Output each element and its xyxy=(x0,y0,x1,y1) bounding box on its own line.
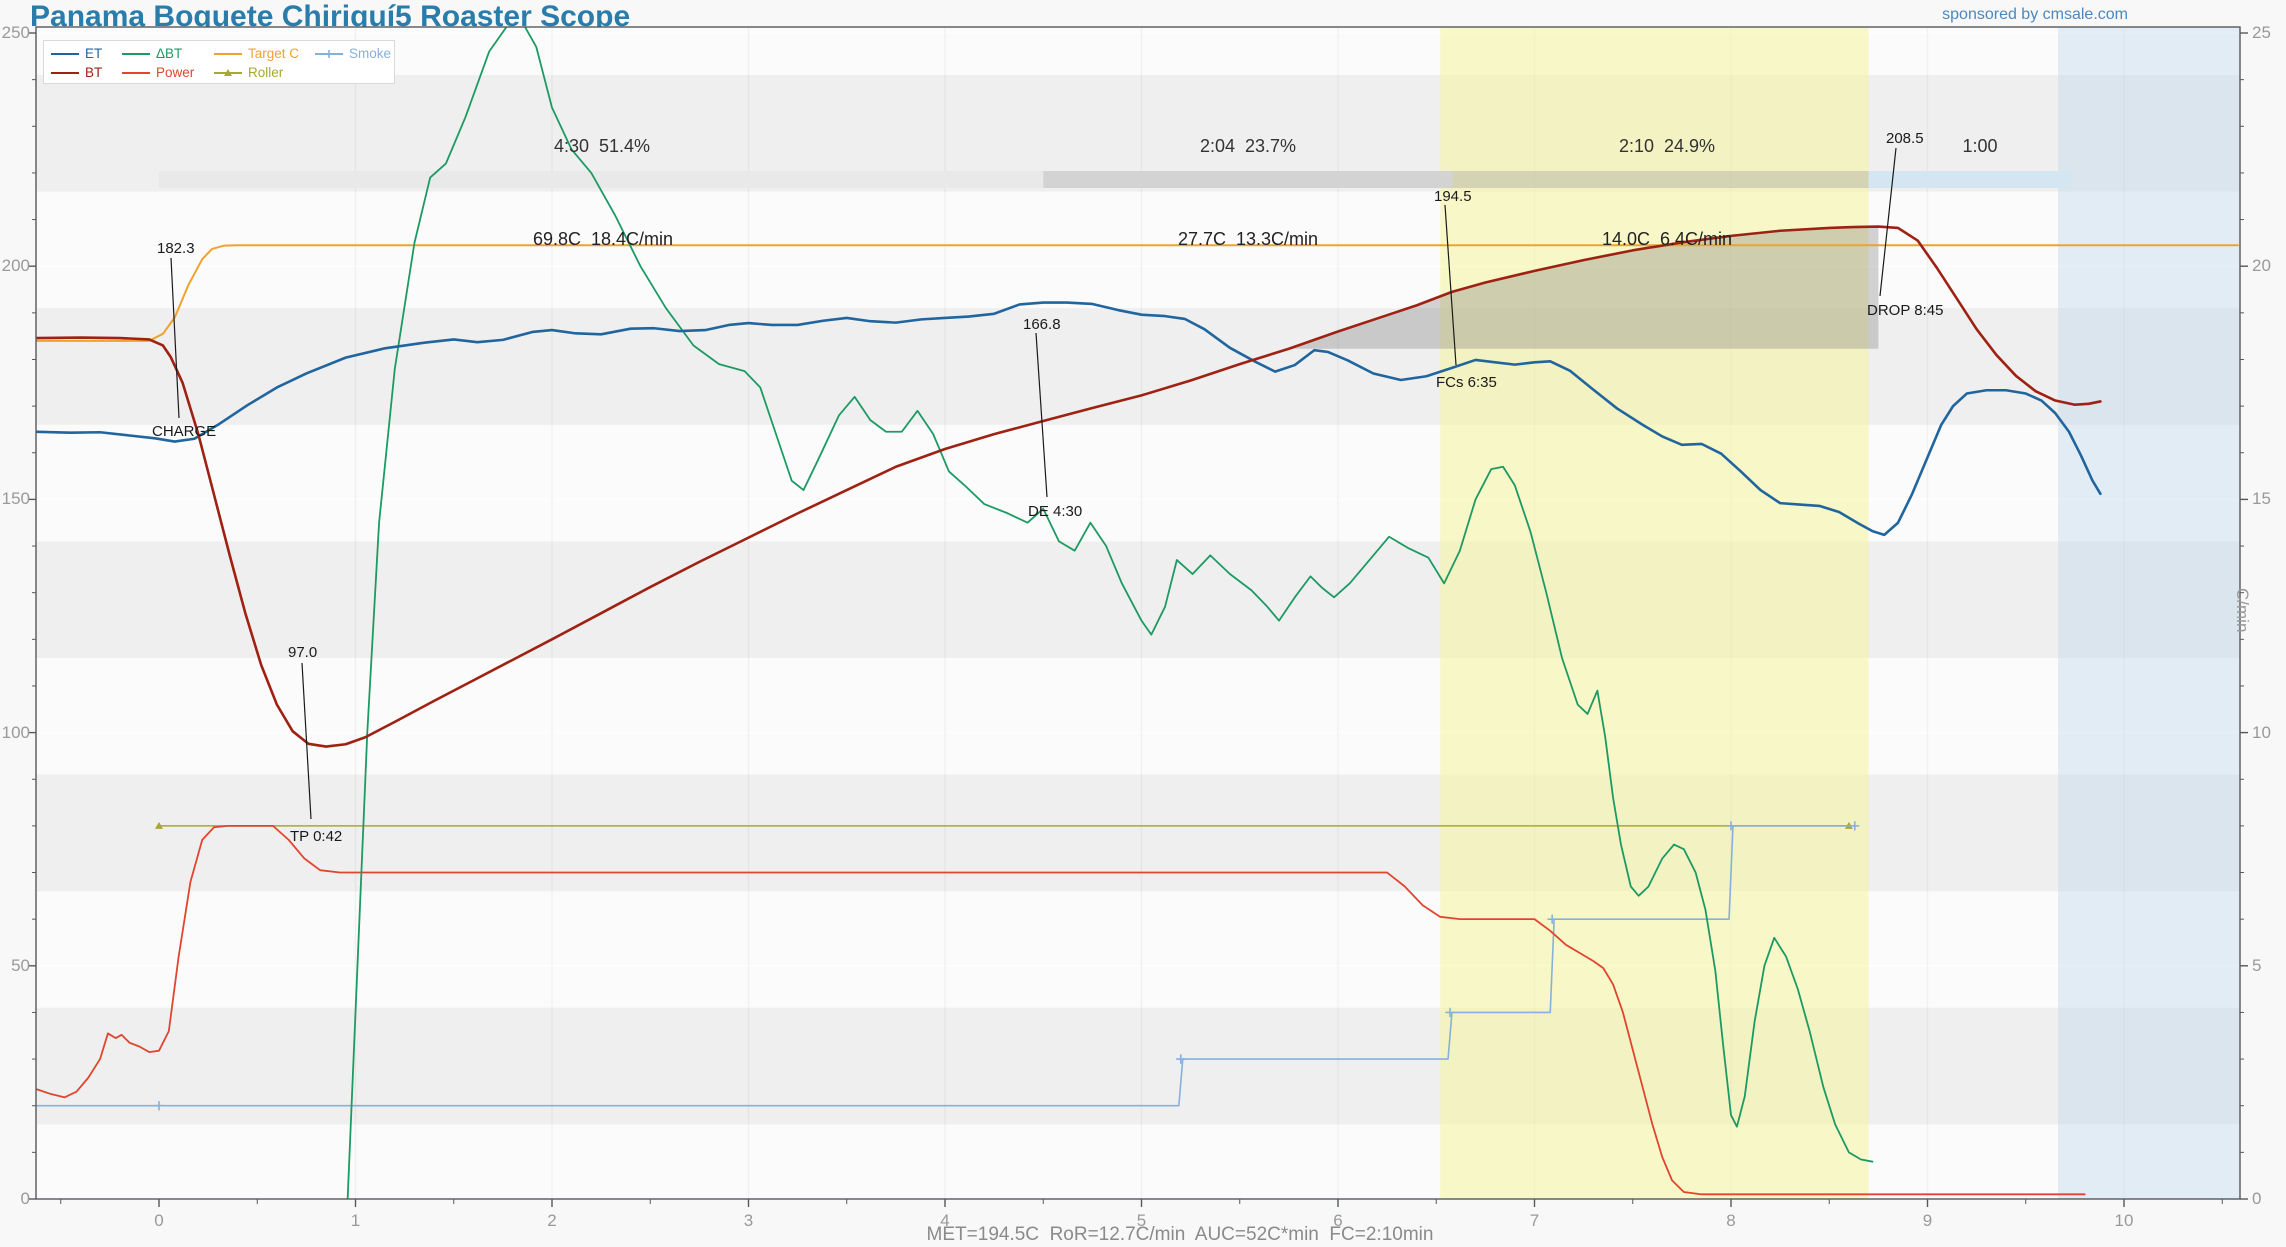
legend-swatch-icon xyxy=(51,52,79,55)
background-stripe xyxy=(36,774,2240,892)
auc-shaded-region xyxy=(1288,226,1879,349)
x-axis-tick-label: 0 xyxy=(154,1211,164,1230)
maillard-phase xyxy=(1043,171,1453,188)
annotation-leader-line xyxy=(170,257,180,419)
roller-event-marker xyxy=(155,821,163,829)
first-crack-to-drop-band xyxy=(1440,27,1869,1199)
phase-time-percent-label: 2:10 24.9% xyxy=(1618,136,1716,156)
legend-swatch-icon xyxy=(51,71,79,74)
phase-time-percent-label: 2:04 23.7% xyxy=(1199,136,1297,156)
legend-label: ΔBT xyxy=(156,46,183,61)
x-axis-tick-label: 6 xyxy=(1333,1211,1343,1230)
legend-label: BT xyxy=(85,65,103,80)
right-axis-unit-label: C/min xyxy=(2233,588,2252,633)
legend-row: ET ΔBT Target C Smoke xyxy=(44,44,394,63)
legend: ET ΔBT Target C Smoke BT Power Roller xyxy=(43,40,395,84)
annotation-leader-line xyxy=(301,662,312,820)
legend-swatch-icon xyxy=(214,68,242,76)
series-power-curve xyxy=(36,824,2086,1196)
legend-row: BT Power Roller xyxy=(44,63,394,82)
x-axis-tick-label: 8 xyxy=(1726,1211,1736,1230)
right-axis-tick-label: 25 xyxy=(2252,23,2271,42)
annotation-leader-line xyxy=(1879,147,1897,297)
background-stripe xyxy=(36,541,2240,658)
legend-swatch-icon xyxy=(214,52,242,55)
legend-label: Roller xyxy=(248,65,284,80)
x-axis-tick-label: 3 xyxy=(743,1211,754,1230)
x-axis-tick-label: 7 xyxy=(1529,1211,1540,1230)
phase-delta-ror-label: 27.7C 13.3C/min xyxy=(1177,229,1319,249)
x-axis-tick-label: 1 xyxy=(350,1211,361,1230)
legend-item-roller: Roller xyxy=(213,63,283,82)
series-bt-curve xyxy=(346,27,1874,1199)
cooling-band xyxy=(2057,27,2240,1199)
phase-time-percent-label: 4:30 51.4% xyxy=(553,136,651,156)
legend-label: Power xyxy=(156,65,195,80)
x-axis-tick-label: 10 xyxy=(2114,1211,2134,1230)
left-axis-tick-label: 200 xyxy=(1,256,30,276)
x-axis-tick-label: 9 xyxy=(1922,1211,1933,1230)
sponsor-link[interactable]: sponsored by cmsale.com xyxy=(1942,6,2128,23)
legend-item-et: ET xyxy=(50,44,102,63)
x-axis-tick-label: 4 xyxy=(940,1211,950,1230)
phase-delta-ror-label: 69.8C 18.4C/min xyxy=(532,229,674,249)
annotation-leader-line xyxy=(1444,204,1457,366)
series-bt-curve xyxy=(36,225,2102,748)
cooling-phase xyxy=(1868,171,2071,188)
legend-swatch-icon xyxy=(122,71,150,74)
event-value-label: 208.5 xyxy=(1886,130,1924,147)
background-stripe xyxy=(36,1007,2240,1125)
event-value-label: 194.5 xyxy=(1434,188,1472,205)
left-axis-tick-label: 150 xyxy=(1,489,30,509)
series-et-curve xyxy=(36,301,2102,537)
status-bar: MET=194.5C RoR=12.7C/min AUC=52C*min FC=… xyxy=(926,1224,1434,1245)
annotation-leader-line xyxy=(1035,332,1048,498)
series-smoke-curve xyxy=(36,825,1856,1107)
right-axis-tick-label: 0 xyxy=(2252,1189,2262,1208)
left-axis-tick-label: 100 xyxy=(1,722,30,742)
legend-label: ET xyxy=(85,46,103,61)
legend-item-smoke: Smoke xyxy=(314,44,391,63)
left-axis-tick-label: 250 xyxy=(1,23,30,42)
right-axis-tick-label: 5 xyxy=(2252,955,2262,975)
event-value-label: 182.3 xyxy=(157,240,195,257)
event-name-label: CHARGE xyxy=(152,423,217,440)
legend-swatch-icon xyxy=(315,49,343,58)
drying-phase xyxy=(159,171,1044,188)
series-targetc-curve xyxy=(36,244,2239,342)
left-axis-tick-label: 0 xyxy=(20,1189,30,1208)
legend-item-bt: BT xyxy=(50,63,102,82)
development-phase xyxy=(1452,171,1869,188)
right-axis-tick-label: 15 xyxy=(2252,489,2271,509)
event-value-label: 166.8 xyxy=(1023,316,1061,333)
event-name-label: DROP 8:45 xyxy=(1867,302,1944,319)
event-value-label: 97.0 xyxy=(288,644,318,661)
phase-delta-ror-label: 14.0C 6.4C/min xyxy=(1601,229,1733,249)
legend-item-bt: ΔBT xyxy=(121,44,182,63)
phase-time-percent-label: 1:00 xyxy=(1962,136,1998,156)
legend-swatch-icon xyxy=(122,52,150,55)
legend-item-power: Power xyxy=(121,63,194,82)
plot-border xyxy=(35,26,2241,1200)
event-name-label: FCs 6:35 xyxy=(1436,374,1497,391)
right-axis-tick-label: 20 xyxy=(2252,256,2271,276)
legend-label: Smoke xyxy=(349,46,392,61)
event-name-label: TP 0:42 xyxy=(290,828,343,845)
legend-label: Target C xyxy=(248,46,300,61)
background-stripe xyxy=(36,308,2240,425)
x-axis-tick-label: 5 xyxy=(1136,1211,1147,1230)
left-axis-tick-label: 50 xyxy=(11,955,30,975)
legend-item-targetc: Target C xyxy=(213,44,299,63)
event-name-label: DE 4:30 xyxy=(1028,503,1083,520)
right-axis-tick-label: 10 xyxy=(2252,722,2271,742)
x-axis-tick-label: 2 xyxy=(547,1211,557,1230)
